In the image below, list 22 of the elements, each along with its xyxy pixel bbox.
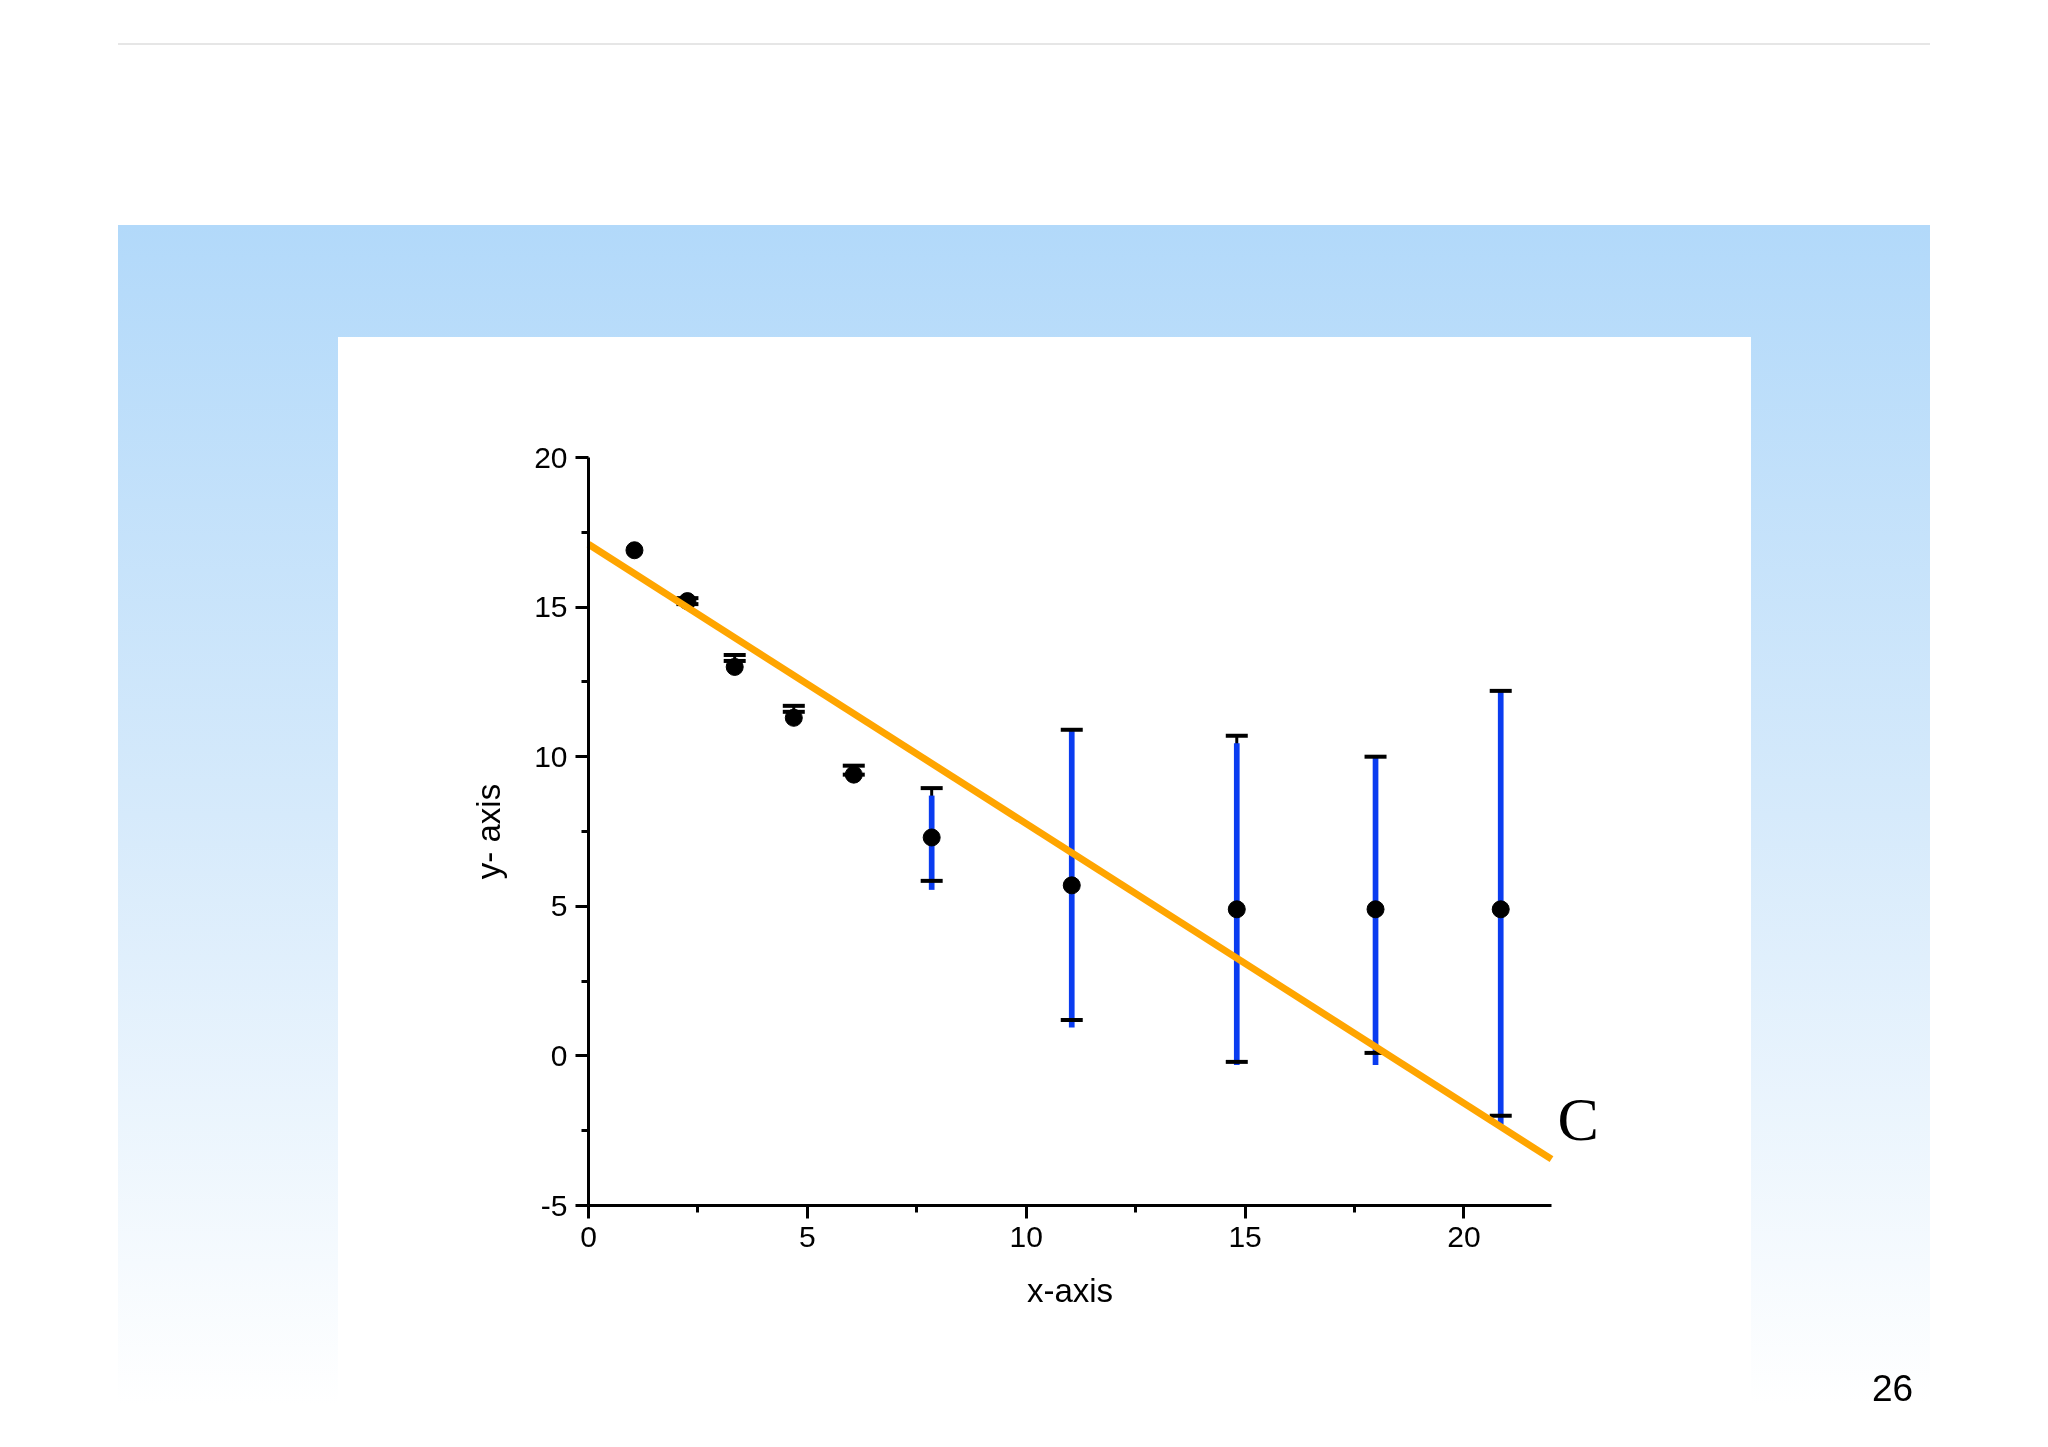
y-tick-label: -5 — [540, 1188, 568, 1222]
point — [844, 765, 863, 784]
y-tick-label: 15 — [534, 590, 568, 624]
y-tick-label: 10 — [534, 739, 568, 773]
x-tick-label: 5 — [799, 1219, 816, 1253]
x-tick-label: 20 — [1447, 1219, 1481, 1253]
point — [922, 828, 941, 847]
y-axis-title: y- axis — [470, 783, 508, 880]
point — [1366, 900, 1385, 919]
series-label: C — [1557, 1085, 1599, 1154]
y-tick-label: 0 — [550, 1038, 568, 1072]
x-axis-title: x-axis — [1026, 1271, 1114, 1309]
point — [1062, 876, 1081, 895]
x-tick-label: 10 — [1009, 1219, 1043, 1253]
text: 26 — [1871, 1367, 1914, 1409]
y-tick-label: 5 — [550, 889, 568, 923]
point — [625, 541, 644, 560]
point — [1227, 900, 1246, 919]
x-tick-label: 0 — [580, 1219, 597, 1253]
y-tick-label: 20 — [534, 440, 568, 474]
point — [1491, 900, 1510, 919]
x-tick-label: 15 — [1228, 1219, 1262, 1253]
